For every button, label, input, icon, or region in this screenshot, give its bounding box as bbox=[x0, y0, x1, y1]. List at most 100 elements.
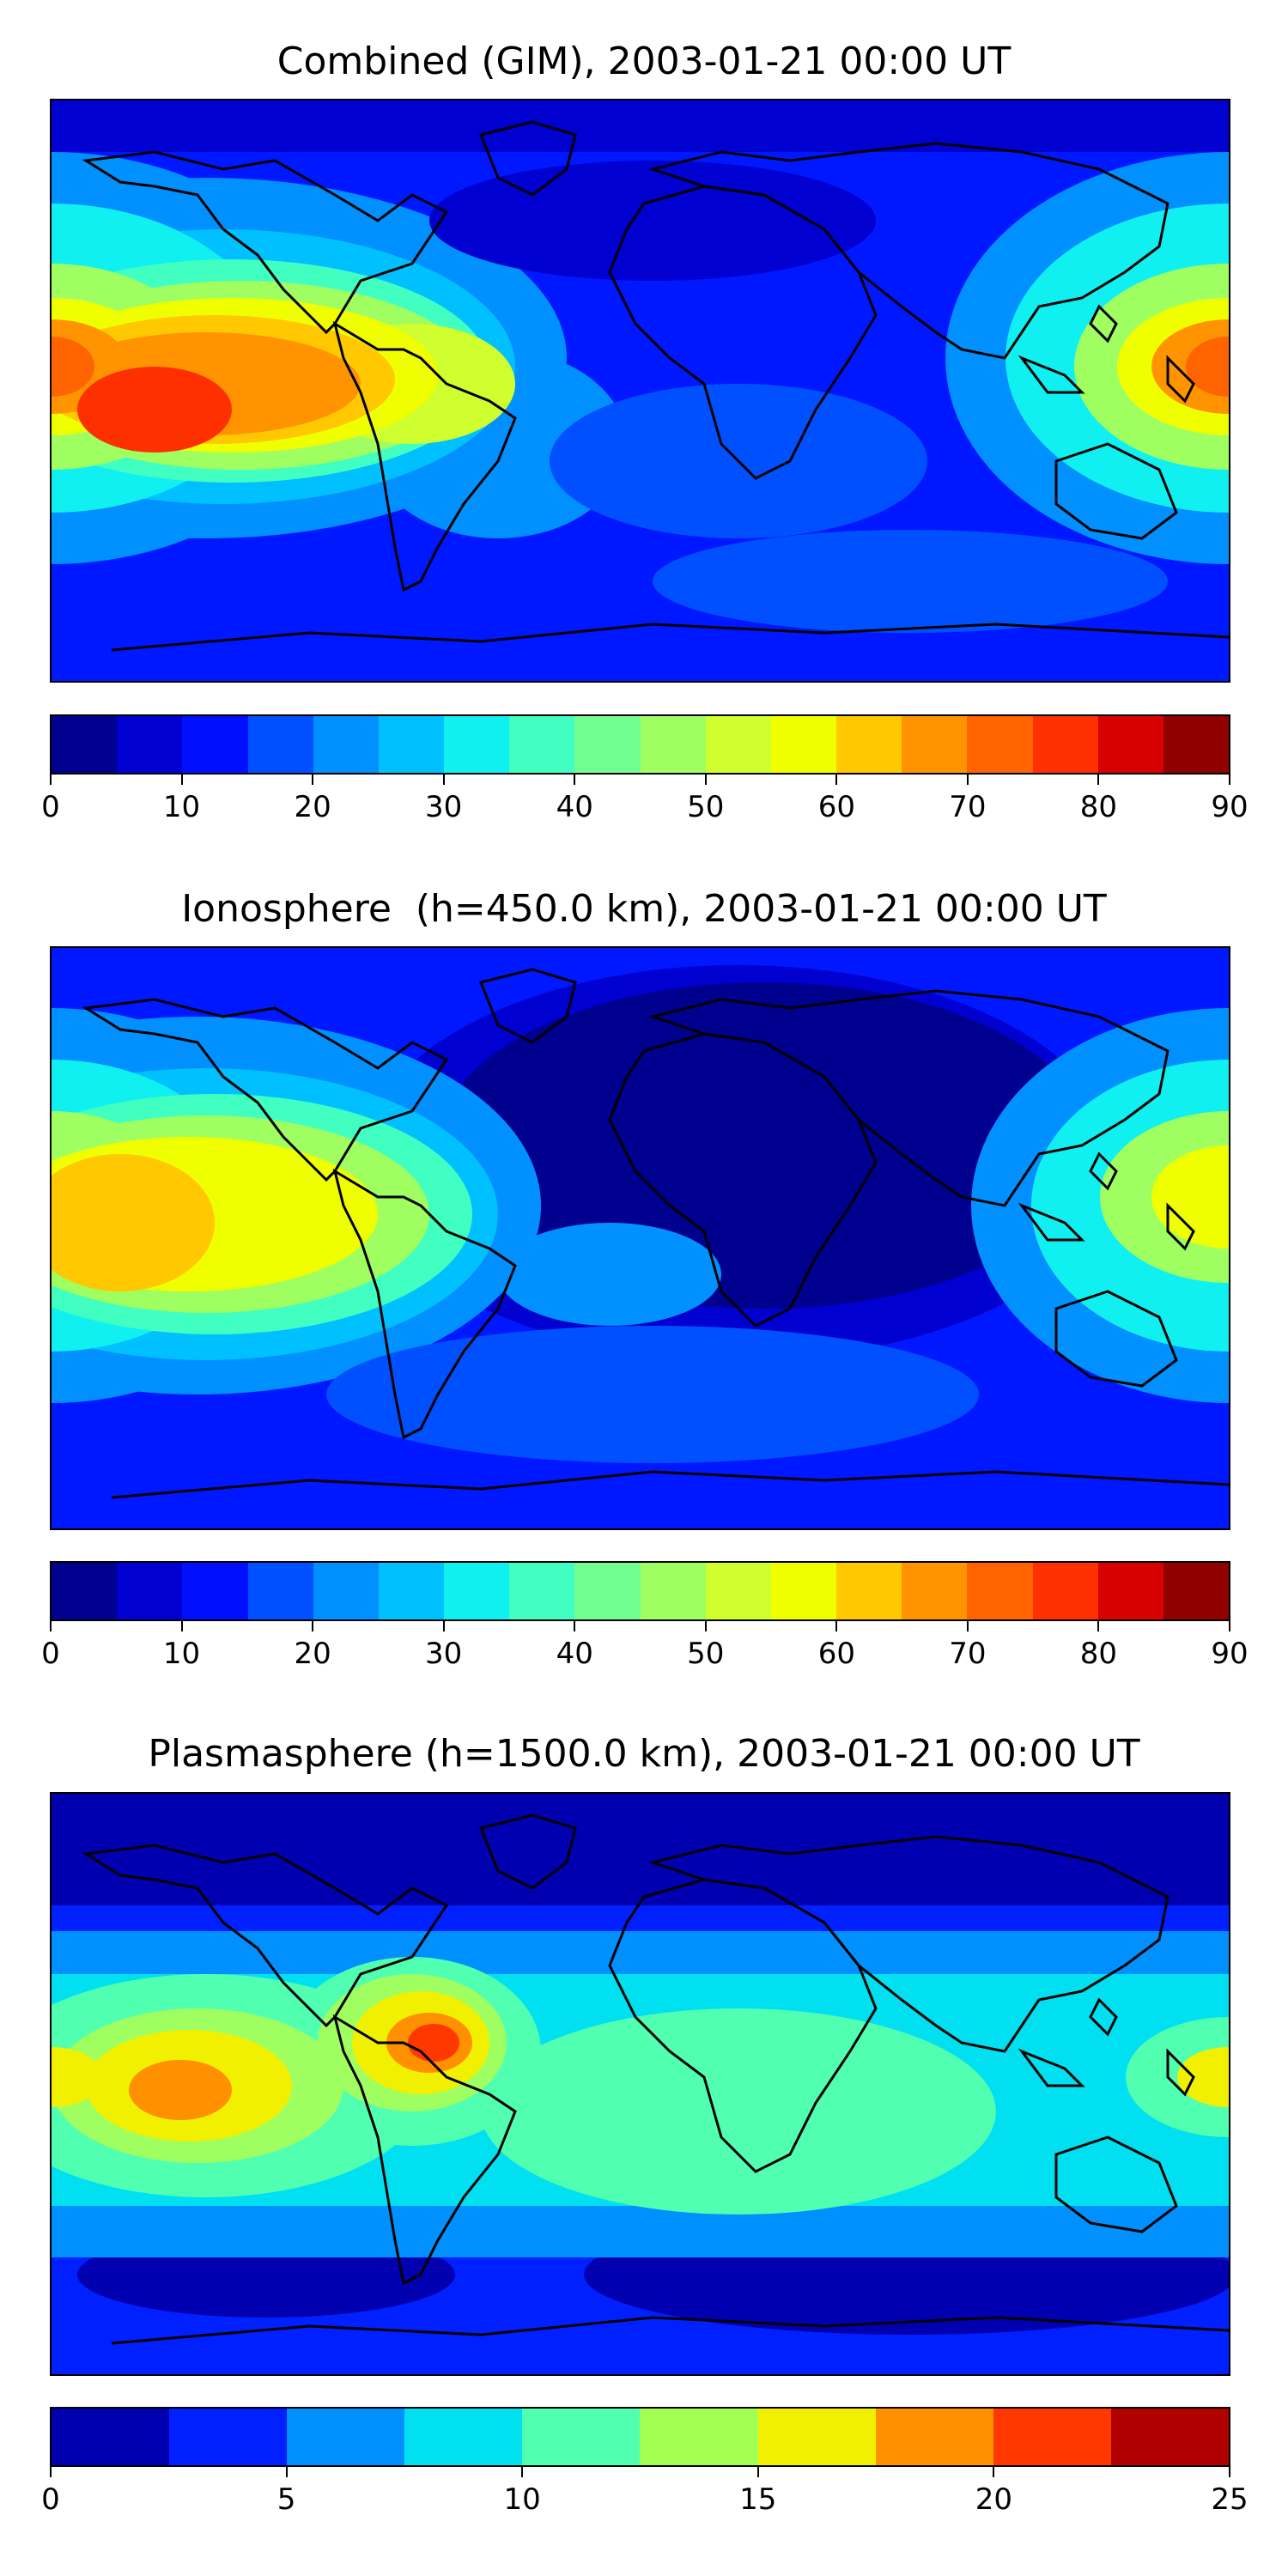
colorbar-segment bbox=[247, 1563, 313, 1619]
colorbar-tick-label: 5 bbox=[276, 2482, 296, 2517]
colorbar-segment bbox=[1163, 1563, 1230, 1619]
colorbar-tick bbox=[704, 1621, 707, 1631]
colorbar-tick-label: 80 bbox=[1079, 1637, 1118, 1671]
colorbar-segment bbox=[378, 1563, 445, 1619]
colorbar-segment bbox=[1110, 2409, 1229, 2465]
colorbar-segment bbox=[705, 1563, 771, 1619]
colorbar-tick bbox=[312, 1621, 314, 1631]
colorbar-tick-label: 10 bbox=[162, 790, 201, 824]
colorbar-tick-label: 40 bbox=[556, 790, 593, 824]
colorbar-segment bbox=[836, 716, 902, 773]
colorbar-tick-label: 60 bbox=[817, 790, 855, 824]
colorbar-tick-label: 20 bbox=[294, 1637, 331, 1671]
colorbar-tick-label: 40 bbox=[556, 1637, 593, 1671]
colorbar-segment bbox=[770, 1563, 837, 1619]
colorbar-segment bbox=[902, 716, 968, 773]
colorbar-segment bbox=[378, 716, 445, 773]
colorbar-tick bbox=[1229, 775, 1230, 785]
colorbar-tick bbox=[285, 2467, 288, 2477]
colorbar-segment bbox=[444, 1563, 510, 1619]
colorbar-tick-label: 30 bbox=[425, 1637, 463, 1671]
colorbar-segment bbox=[444, 716, 510, 773]
colorbar-tick bbox=[1097, 775, 1100, 785]
colorbar-segment bbox=[574, 716, 641, 773]
colorbar-segment bbox=[993, 2409, 1111, 2465]
colorbar-tick-label: 10 bbox=[503, 2482, 541, 2517]
colorbar-tick-label: 0 bbox=[41, 1637, 60, 1671]
colorbar-ionosphere bbox=[50, 1561, 1230, 1621]
colorbar-tick-label: 60 bbox=[817, 1637, 855, 1671]
colorbar-tick bbox=[966, 775, 969, 785]
colorbar-tick bbox=[574, 775, 576, 785]
colorbar-segment bbox=[640, 2409, 758, 2465]
colorbar-segment bbox=[640, 716, 706, 773]
colorbar-tick bbox=[993, 2467, 995, 2477]
colorbar-segment bbox=[1032, 1563, 1098, 1619]
colorbar-segment bbox=[509, 1563, 575, 1619]
colorbar-ticks-plasmasphere: 0 5 10 15 20 25 bbox=[41, 2467, 1249, 2517]
colorbar-segment bbox=[117, 1563, 183, 1619]
colorbar-segment bbox=[875, 2409, 993, 2465]
colorbar-segment bbox=[1163, 716, 1230, 773]
colorbar-tick bbox=[312, 775, 314, 785]
colorbar-tick bbox=[180, 775, 183, 785]
colorbar-tick bbox=[835, 775, 838, 785]
colorbar-segment bbox=[52, 2409, 170, 2465]
colorbar-segment bbox=[404, 2409, 523, 2465]
colorbar-segment bbox=[52, 716, 118, 773]
colorbar-tick bbox=[521, 2467, 524, 2477]
colorbar-tick-label: 70 bbox=[949, 1637, 987, 1671]
colorbar-segment bbox=[117, 716, 183, 773]
colorbar-tick bbox=[756, 2467, 759, 2477]
colorbar-segment bbox=[1097, 716, 1163, 773]
colorbar-tick bbox=[574, 1621, 576, 1631]
colorbar-tick bbox=[1097, 1621, 1100, 1631]
colorbar-segment bbox=[574, 1563, 641, 1619]
colorbar-tick-label: 0 bbox=[41, 790, 60, 824]
colorbar-plasmasphere bbox=[50, 2407, 1230, 2467]
colorbar-tick bbox=[704, 775, 707, 785]
colorbar-segment bbox=[967, 716, 1033, 773]
colorbar-tick-label: 10 bbox=[162, 1637, 201, 1671]
colorbar-segment bbox=[182, 1563, 248, 1619]
colorbar-tick-label: 20 bbox=[294, 790, 331, 824]
colorbar-segment bbox=[902, 1563, 968, 1619]
colorbar-tick-label: 15 bbox=[739, 2482, 777, 2517]
map-title-combined: Combined (GIM), 2003-01-21 00:00 UT bbox=[276, 39, 1012, 83]
map-title-ionosphere: Ionosphere (h=450.0 km), 2003-01-21 00:0… bbox=[181, 887, 1107, 931]
colorbar-tick bbox=[180, 1621, 183, 1631]
colorbar-segment bbox=[313, 716, 379, 773]
colorbar-combined bbox=[50, 714, 1230, 775]
colorbar-segment bbox=[967, 1563, 1033, 1619]
colorbar-segment bbox=[247, 716, 313, 773]
colorbar-segment bbox=[1032, 716, 1098, 773]
colorbar-segment bbox=[287, 2409, 405, 2465]
colorbar-segment bbox=[770, 716, 837, 773]
colorbar-ticks-combined: 0 10 20 30 40 50 60 70 80 90 bbox=[41, 775, 1249, 824]
colorbar-segment bbox=[836, 1563, 902, 1619]
colorbar-tick bbox=[835, 1621, 838, 1631]
colorbar-tick-label: 90 bbox=[1211, 790, 1249, 824]
colorbar-segment bbox=[757, 2409, 876, 2465]
colorbar-tick bbox=[50, 775, 52, 785]
colorbar-tick-label: 30 bbox=[425, 790, 463, 824]
colorbar-tick-label: 0 bbox=[41, 2482, 60, 2517]
colorbar-segment bbox=[313, 1563, 379, 1619]
colorbar-segment bbox=[705, 716, 771, 773]
colorbar-segment bbox=[640, 1563, 706, 1619]
colorbar-tick-label: 50 bbox=[687, 1637, 725, 1671]
colorbar-segment bbox=[522, 2409, 641, 2465]
colorbar-tick bbox=[442, 1621, 445, 1631]
colorbar-tick-label: 70 bbox=[949, 790, 987, 824]
colorbar-tick bbox=[50, 2467, 52, 2477]
colorbar-tick bbox=[966, 1621, 969, 1631]
world-map-plasmasphere bbox=[50, 1792, 1230, 2376]
colorbar-segment bbox=[509, 716, 575, 773]
colorbar-segment bbox=[169, 2409, 288, 2465]
colorbar-tick-label: 90 bbox=[1211, 1637, 1249, 1671]
world-map-ionosphere bbox=[50, 946, 1230, 1530]
colorbar-tick-label: 25 bbox=[1211, 2482, 1249, 2517]
colorbar-tick bbox=[50, 1621, 52, 1631]
world-map-combined bbox=[50, 99, 1230, 683]
colorbar-segment bbox=[1097, 1563, 1163, 1619]
